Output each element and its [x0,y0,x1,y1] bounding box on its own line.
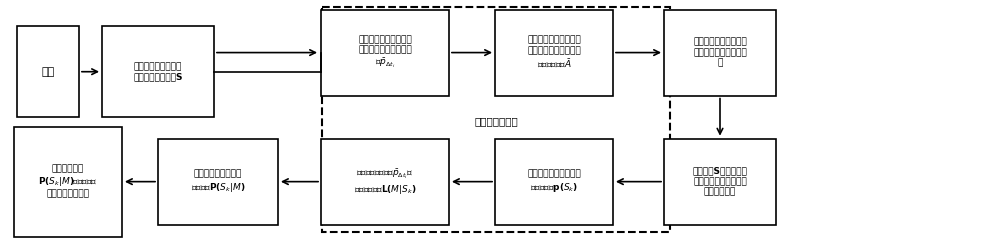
FancyBboxPatch shape [102,26,214,117]
FancyBboxPatch shape [158,139,278,225]
FancyBboxPatch shape [495,10,613,96]
Text: 开始: 开始 [41,67,55,77]
Text: 利用转移概率矩阵$\bar{p}_{\Delta t_i}$，
计算似然函数L($M|S_k$): 利用转移概率矩阵$\bar{p}_{\Delta t_i}$， 计算似然函数L(… [354,168,416,196]
Text: 正则化方法求逆，得到
某个污染源的逐时释放
率: 正则化方法求逆，得到 某个污染源的逐时释放 率 [693,38,747,67]
Text: 针对集合S中不同的污
染源位置，求解其对应
的逐时释放率: 针对集合S中不同的污 染源位置，求解其对应 的逐时释放率 [693,167,747,196]
Text: 为各污染源位置信息分
配先验概率p($S_k$): 为各污染源位置信息分 配先验概率p($S_k$) [527,170,581,194]
FancyBboxPatch shape [321,10,449,96]
FancyBboxPatch shape [14,127,122,237]
Text: 利用贝叶斯准则计算
后验概率P($S_k|M$): 利用贝叶斯准则计算 后验概率P($S_k|M$) [191,170,245,194]
FancyBboxPatch shape [664,139,776,225]
Text: 马尔科夫链模型: 马尔科夫链模型 [474,116,518,126]
Text: 得到后验概率
P($S_k|M$)最大的污染
源位置及其释放率: 得到后验概率 P($S_k|M$)最大的污染 源位置及其释放率 [38,164,98,199]
FancyBboxPatch shape [664,10,776,96]
FancyBboxPatch shape [321,139,449,225]
FancyBboxPatch shape [495,139,613,225]
Text: 计算非稳态流场下，建
筑内污染物转移概率矩
阵$\bar{p}_{\Delta t_i}$: 计算非稳态流场下，建 筑内污染物转移概率矩 阵$\bar{p}_{\Delta … [358,35,412,70]
Text: 通过对转移概率矩阵和
潜在污染源矩阵的运算
得到响应矩阵$\bar{A}$: 通过对转移概率矩阵和 潜在污染源矩阵的运算 得到响应矩阵$\bar{A}$ [527,36,581,70]
FancyBboxPatch shape [17,26,79,117]
Text: 确定污染源位置的取
值范围，建立集合S: 确定污染源位置的取 值范围，建立集合S [133,62,183,81]
